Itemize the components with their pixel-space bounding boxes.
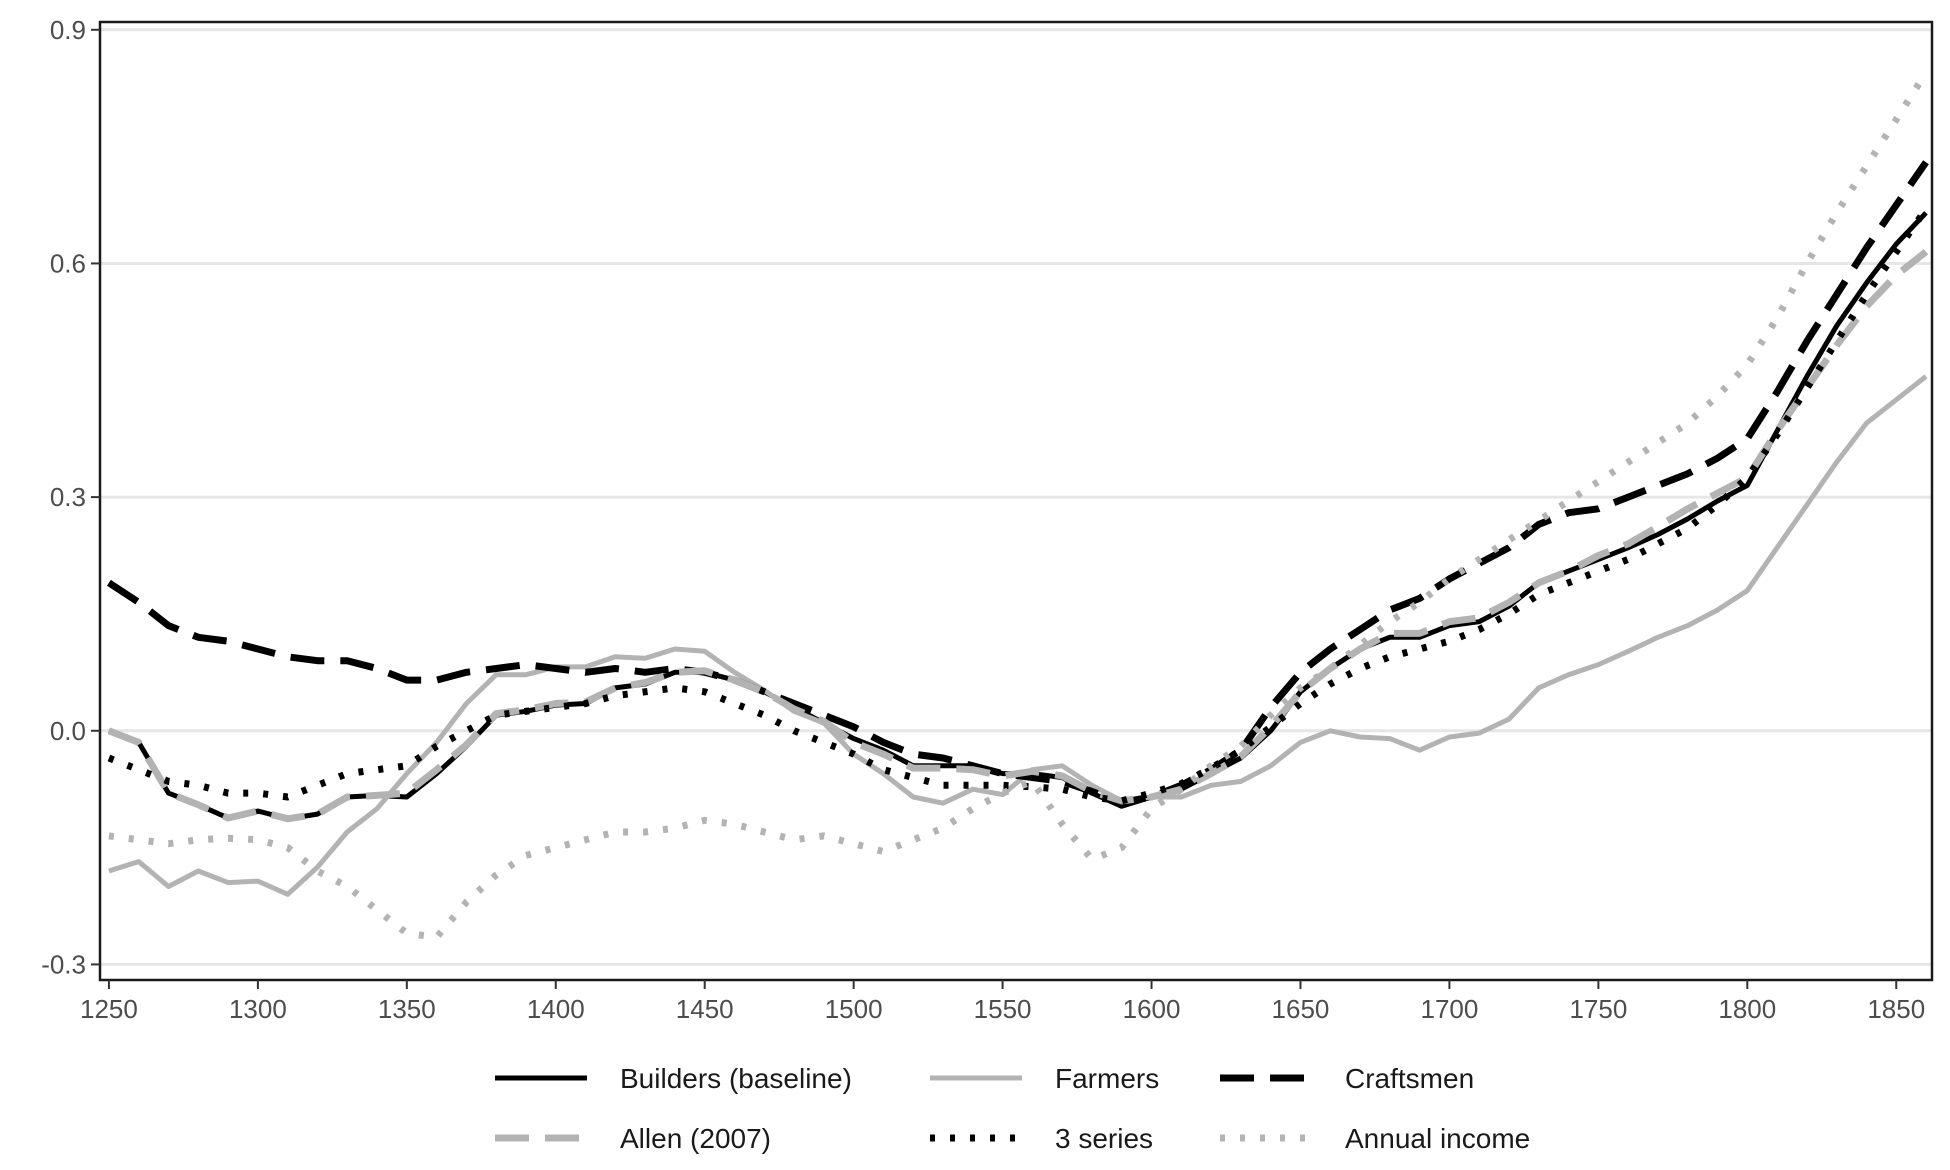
legend-label-builders-baseline: Builders (baseline) bbox=[620, 1063, 852, 1094]
legend-label-allen-2007: Allen (2007) bbox=[620, 1123, 771, 1154]
y-tick-label: 0.6 bbox=[50, 248, 86, 278]
x-tick-label: 1550 bbox=[974, 994, 1032, 1024]
x-tick-label: 1600 bbox=[1123, 994, 1181, 1024]
x-tick-label: 1300 bbox=[229, 994, 287, 1024]
plot-panel-border bbox=[98, 20, 1934, 982]
y-tick-label: 0.0 bbox=[50, 716, 86, 746]
legend-item-craftsmen: Craftsmen bbox=[1220, 1063, 1474, 1094]
x-axis: 1250 1300 1350 1400 1450 1500 1550 1600 1650 1700… bbox=[80, 980, 1925, 1024]
series-line-3-series bbox=[107, 206, 1929, 805]
legend-label-craftsmen: Craftsmen bbox=[1345, 1063, 1474, 1094]
x-tick-label: 1800 bbox=[1718, 994, 1776, 1024]
y-axis: -0.3 0.0 0.3 0.6 0.9 bbox=[41, 15, 100, 979]
x-tick-label: 1250 bbox=[80, 994, 138, 1024]
series-line-allen-2007 bbox=[107, 249, 1929, 823]
x-tick-label: 1350 bbox=[378, 994, 436, 1024]
series-line-farmers bbox=[108, 374, 1928, 897]
x-tick-label: 1400 bbox=[527, 994, 585, 1024]
x-tick-label: 1700 bbox=[1421, 994, 1479, 1024]
legend-item-3-series: 3 series bbox=[930, 1123, 1153, 1154]
legend-item-allen-2007: Allen (2007) bbox=[495, 1123, 771, 1154]
x-tick-label: 1750 bbox=[1569, 994, 1627, 1024]
legend: Builders (baseline) Farmers Craftsmen Allen… bbox=[495, 1063, 1530, 1154]
x-tick-label: 1850 bbox=[1867, 994, 1925, 1024]
legend-label-3-series: 3 series bbox=[1055, 1123, 1153, 1154]
legend-label-annual-income: Annual income bbox=[1345, 1123, 1530, 1154]
y-tick-label: -0.3 bbox=[41, 949, 86, 979]
legend-item-farmers: Farmers bbox=[930, 1063, 1159, 1094]
legend-item-annual-income: Annual income bbox=[1220, 1123, 1530, 1154]
legend-label-farmers: Farmers bbox=[1055, 1063, 1159, 1094]
x-tick-label: 1500 bbox=[825, 994, 883, 1024]
x-tick-label: 1650 bbox=[1272, 994, 1330, 1024]
x-tick-label: 1450 bbox=[676, 994, 734, 1024]
y-tick-label: 0.3 bbox=[50, 482, 86, 512]
series-layer bbox=[106, 70, 1929, 941]
legend-item-builders-baseline: Builders (baseline) bbox=[495, 1063, 852, 1094]
y-tick-label: 0.9 bbox=[50, 15, 86, 45]
